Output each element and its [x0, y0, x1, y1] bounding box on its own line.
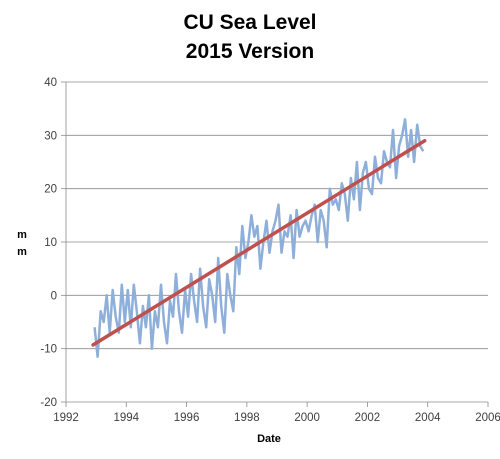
gridlines	[66, 81, 488, 403]
plot-area	[91, 118, 427, 358]
y-tick-label: 10	[44, 237, 57, 249]
y-tick-labels: -20 -10 0 10 20 30 40	[40, 77, 57, 409]
y-axis-label-part: m	[17, 229, 27, 241]
y-tick-label: -10	[40, 344, 57, 356]
y-tick-label: 30	[44, 130, 57, 142]
x-tick-label: 2006	[475, 412, 500, 424]
x-axis-label: Date	[257, 433, 281, 445]
y-tick-label: 20	[44, 184, 57, 196]
x-tick-label: 1994	[113, 412, 139, 424]
x-tick-label: 2002	[355, 412, 381, 424]
y-tick-label: 40	[44, 77, 57, 89]
x-tick-label: 2000	[294, 412, 320, 424]
chart-title-line-2: 2015 Version	[186, 40, 314, 63]
y-tick-label: 0	[51, 290, 57, 302]
sea-level-series-line	[93, 118, 425, 358]
axes	[61, 81, 489, 407]
x-tick-label: 2004	[415, 412, 441, 424]
y-tick-label: -20	[40, 397, 57, 409]
x-tick-label: 1992	[53, 412, 79, 424]
chart-title-line-1: CU Sea Level	[183, 11, 316, 34]
y-axis-label-part: m	[17, 246, 27, 258]
x-tick-labels: 1992 1994 1996 1998 2000 2002 2004 2006	[53, 412, 500, 424]
trend-line	[91, 138, 427, 347]
x-tick-label: 1996	[174, 412, 200, 424]
x-tick-label: 1998	[234, 412, 260, 424]
